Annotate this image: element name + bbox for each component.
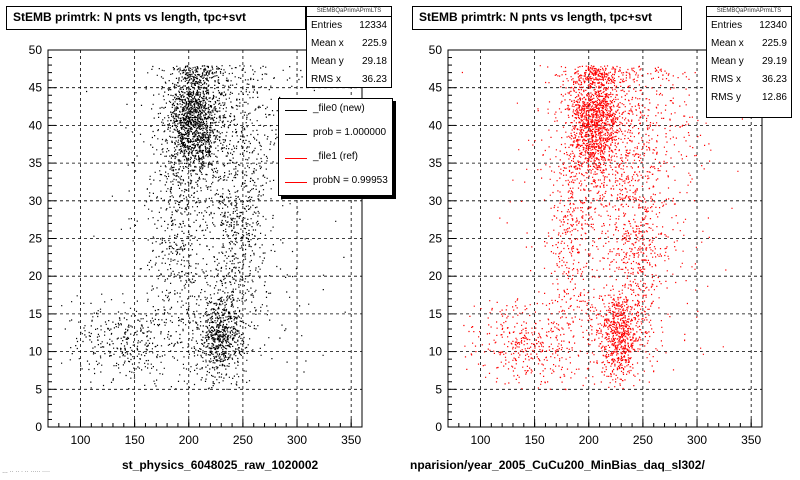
y-tick-label: 15 [429, 307, 443, 321]
legend-entry: _file0 (new) [279, 99, 392, 121]
x-tick-label: 250 [633, 433, 653, 447]
stats-value: 225.9 [761, 38, 787, 49]
scatter-point-cloud [461, 65, 743, 391]
legend-entry: _file1 (ref) [279, 147, 392, 169]
stats-row: Mean x 225.9 [307, 35, 391, 53]
stats-row: Mean y 29.19 [707, 53, 791, 71]
y-tick-label: 15 [29, 307, 43, 321]
legend-line [285, 134, 307, 135]
y-tick-label: 0 [435, 420, 442, 434]
stats-label: Entries [711, 20, 743, 31]
y-tick-label: 0 [35, 420, 42, 434]
stats-label: Mean y [311, 56, 344, 67]
y-tick-label: 45 [29, 81, 43, 95]
y-tick-label: 5 [35, 382, 42, 396]
plot-title-left: StEMB primtrk: N pnts vs length, tpc+svt [6, 6, 306, 30]
stats-header-right: StEMBQaPrimAPrmLTS [707, 7, 791, 17]
stats-value: 36.23 [361, 74, 387, 85]
stats-value: 36.23 [761, 74, 787, 85]
scatter-points [461, 65, 743, 391]
x-tick-label: 100 [470, 433, 490, 447]
stats-label: Mean x [311, 38, 344, 49]
stats-label: Entries [311, 20, 343, 31]
plot-title-right-text: StEMB primtrk: N pnts vs length, tpc+svt [419, 10, 653, 24]
stats-row: Entries 12340 [707, 17, 791, 35]
legend-line [285, 182, 307, 183]
plot-title-left-text: StEMB primtrk: N pnts vs length, tpc+svt [13, 10, 247, 24]
stats-row: Mean y 29.18 [307, 53, 391, 71]
stats-box-right: StEMBQaPrimAPrmLTS Entries 12340 Mean x 22… [706, 6, 792, 118]
stats-header-left: StEMBQaPrimAPrmLTS [307, 7, 391, 17]
x-tick-label: 150 [525, 433, 545, 447]
stats-value: 12334 [359, 20, 387, 31]
stats-row: Entries 12334 [307, 17, 391, 35]
x-tick-label: 100 [70, 433, 90, 447]
legend-line [285, 110, 307, 111]
legend-label: probN = 0.99953 [313, 175, 388, 186]
stats-row: RMS x 36.23 [707, 71, 791, 89]
y-tick-label: 35 [429, 156, 443, 170]
corner-text: … ·· ·· · ·· ····· ···· [2, 469, 50, 475]
stats-row: Mean x 225.9 [707, 35, 791, 53]
y-tick-label: 40 [29, 118, 43, 132]
stats-value: 225.9 [361, 38, 387, 49]
stats-row: RMS y 12.86 [707, 89, 791, 107]
y-tick-label: 10 [429, 345, 443, 359]
legend-line [285, 158, 307, 159]
x-tick-label: 350 [741, 433, 761, 447]
x-tick-label: 350 [341, 433, 361, 447]
y-tick-label: 25 [29, 232, 43, 246]
x-tick-label: 200 [579, 433, 599, 447]
stats-label: RMS x [311, 74, 341, 85]
stats-label: Mean y [711, 56, 744, 67]
x-tick-label: 150 [125, 433, 145, 447]
stats-row: RMS x 36.23 [307, 71, 391, 89]
stats-label: Mean x [711, 38, 744, 49]
stats-label: RMS y [711, 92, 741, 103]
legend-entry: probN = 0.99953 [279, 171, 392, 193]
legend-entry: prob = 1.000000 [279, 123, 392, 145]
stats-label: RMS x [711, 74, 741, 85]
y-tick-label: 50 [429, 43, 443, 57]
y-tick-label: 5 [435, 382, 442, 396]
y-tick-label: 45 [429, 81, 443, 95]
stats-value: 12.86 [761, 92, 787, 103]
x-tick-label: 250 [233, 433, 253, 447]
y-tick-label: 50 [29, 43, 43, 57]
y-tick-label: 30 [29, 194, 43, 208]
y-tick-label: 40 [429, 118, 443, 132]
stats-value: 12340 [759, 20, 787, 31]
x-tick-label: 200 [179, 433, 199, 447]
legend-label: _file0 (new) [313, 103, 365, 114]
y-tick-label: 30 [429, 194, 443, 208]
y-tick-label: 10 [29, 345, 43, 359]
y-tick-label: 25 [429, 232, 443, 246]
x-tick-label: 300 [687, 433, 707, 447]
y-tick-label: 35 [29, 156, 43, 170]
legend: _file0 (new) prob = 1.000000 _file1 (ref… [278, 98, 393, 196]
x-tick-label: 300 [287, 433, 307, 447]
stats-value: 29.19 [761, 56, 787, 67]
stats-value: 29.18 [361, 56, 387, 67]
y-tick-label: 20 [29, 269, 43, 283]
y-tick-label: 20 [429, 269, 443, 283]
x-axis-label-left: st_physics_6048025_raw_1020002 [122, 458, 319, 472]
legend-label: prob = 1.000000 [313, 127, 387, 138]
stats-box-left: StEMBQaPrimAPrmLTS Entries 12334 Mean x 22… [306, 6, 392, 88]
x-axis-label-right: nparision/year_2005_CuCu200_MinBias_daq_… [410, 458, 705, 472]
plot-title-right: StEMB primtrk: N pnts vs length, tpc+svt [412, 6, 682, 30]
legend-label: _file1 (ref) [313, 151, 359, 162]
